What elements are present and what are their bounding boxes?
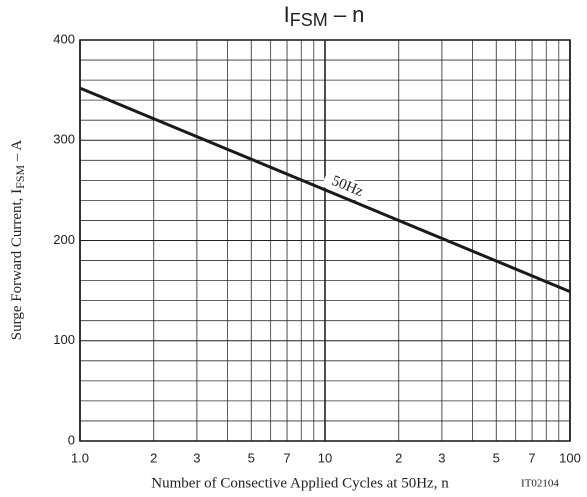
plot-frame (79, 39, 571, 442)
y-axis-label: Surge Forward Current, IFSM – A (9, 140, 26, 341)
y-tick-label: 300 (53, 132, 75, 147)
x-tick-label: 2 (395, 450, 402, 465)
title-main: I (284, 2, 290, 27)
chart-title: IFSM – n (284, 2, 365, 30)
ylabel-sub: FSM (13, 164, 27, 188)
x-tick-label: 1.0 (71, 450, 89, 465)
data-line (79, 86, 571, 294)
x-tick-label: 100 (559, 450, 581, 465)
figure-code: IT02104 (521, 478, 559, 490)
x-tick-label: 7 (283, 450, 290, 465)
y-tick-label: 100 (53, 332, 75, 347)
x-tick-label: 10 (318, 450, 332, 465)
y-tick-label: 0 (68, 432, 75, 447)
x-tick-label: 7 (528, 450, 535, 465)
title-sub: FSM (290, 10, 328, 30)
x-tick-label: 2 (150, 450, 157, 465)
ylabel-rest: – A (9, 140, 25, 165)
x-tick-label: 3 (193, 450, 200, 465)
legend-label-bg (321, 169, 373, 205)
y-tick-label: 200 (53, 232, 75, 247)
ylabel-main: Surge Forward Current, I (9, 189, 25, 340)
title-rest: – n (328, 2, 365, 27)
x-axis-label: Number of Consective Applied Cycles at 5… (151, 475, 449, 491)
x-tick-label: 5 (493, 450, 500, 465)
x-tick-label: 5 (248, 450, 255, 465)
x-tick-label: 3 (438, 450, 445, 465)
y-tick-label: 400 (53, 31, 75, 46)
